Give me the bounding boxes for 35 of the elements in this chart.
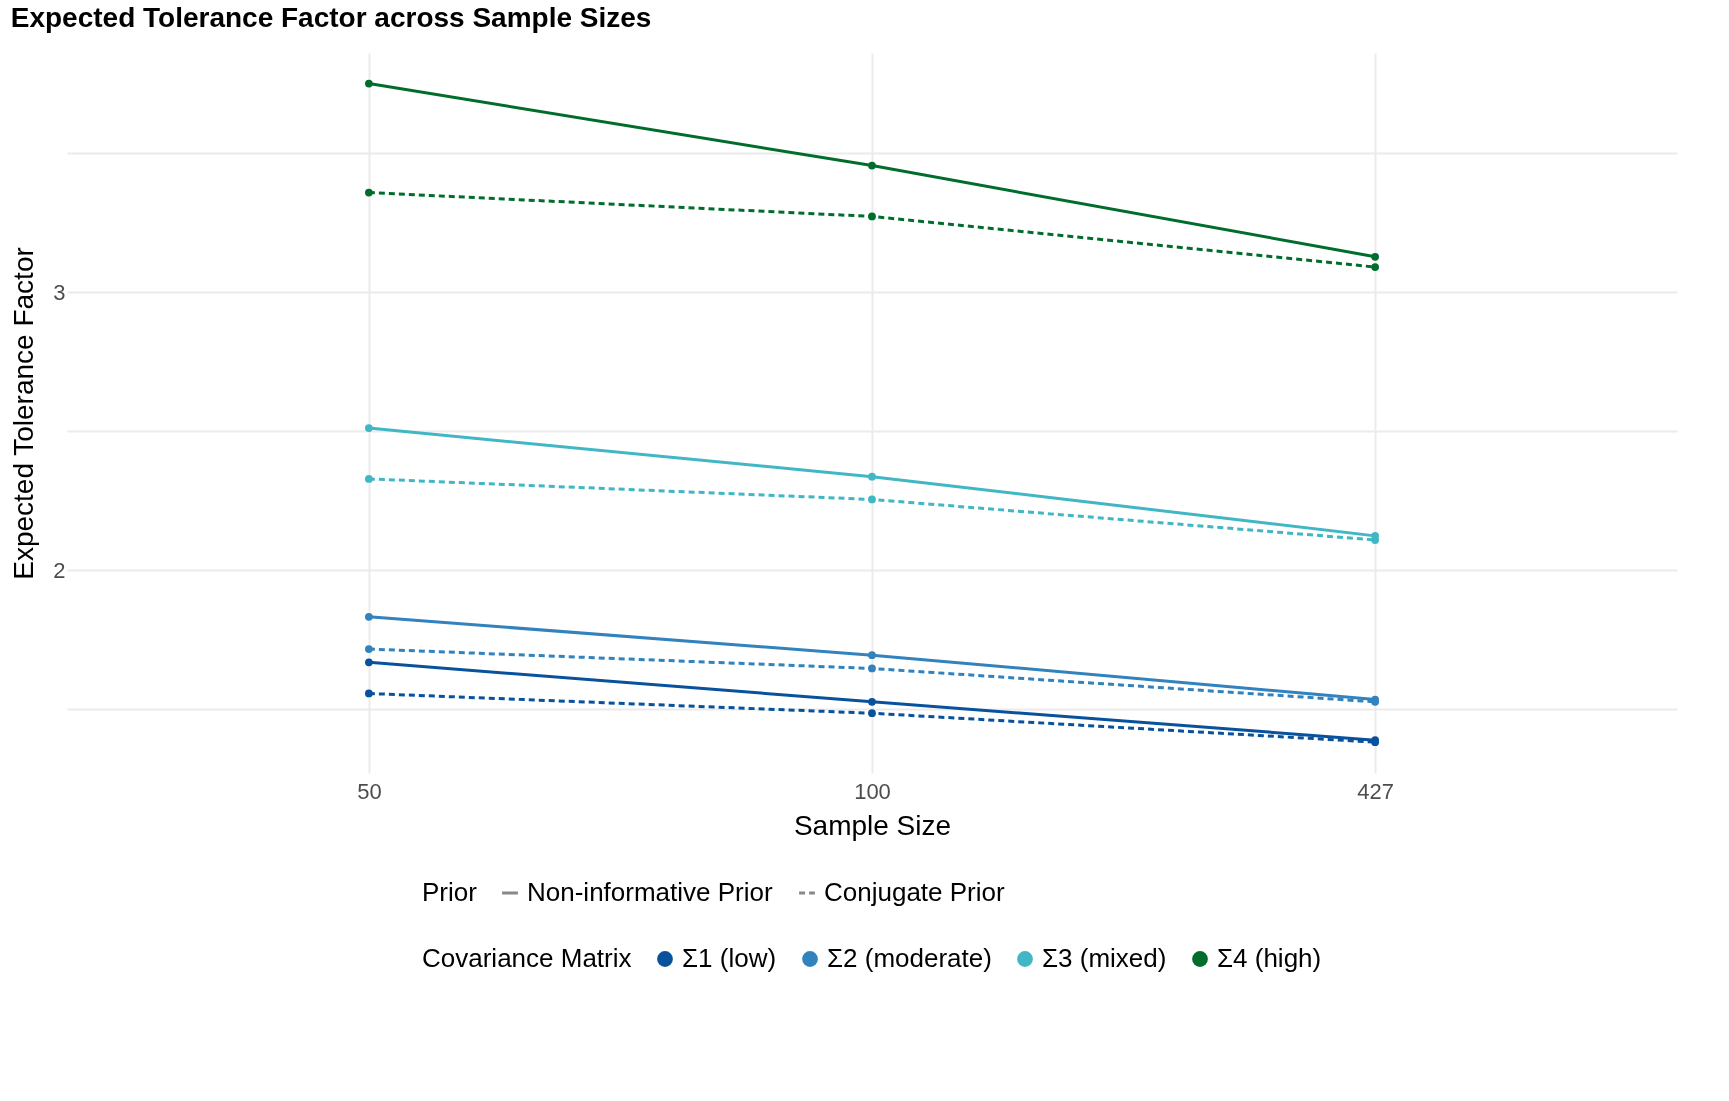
point — [365, 79, 373, 88]
legend-label: Σ1 (low) — [682, 943, 777, 973]
x-tick-label: 50 — [357, 778, 382, 804]
point — [868, 472, 876, 481]
point — [868, 697, 876, 706]
point — [365, 645, 373, 653]
legend-label: Σ4 (high) — [1217, 943, 1322, 973]
legend-label: Σ3 (mixed) — [1042, 943, 1167, 973]
text: Conjugate Prior — [824, 877, 1005, 907]
point — [365, 424, 373, 432]
point — [1371, 536, 1379, 544]
point — [868, 161, 876, 170]
x-axis-title: Sample Size — [793, 809, 952, 841]
point — [868, 664, 876, 673]
point — [868, 495, 876, 504]
point — [1371, 252, 1379, 261]
point — [1371, 263, 1379, 271]
text: Prior — [422, 877, 478, 907]
point — [365, 658, 373, 667]
x-tick-label: 427 — [1357, 778, 1394, 804]
point — [868, 212, 876, 221]
point — [365, 188, 373, 197]
point — [365, 475, 373, 483]
x-tick-label: 100 — [854, 778, 891, 804]
legend-title: Covariance Matrix — [422, 943, 632, 973]
legend-label: Σ2 (moderate) — [827, 943, 992, 973]
y-tick-label: 2 — [53, 557, 66, 583]
point — [868, 651, 876, 659]
point — [365, 689, 373, 698]
y-axis-title: Expected Tolerance Factor — [8, 247, 40, 580]
y-tick-label: 3 — [53, 279, 66, 305]
text: Non-informative Prior — [527, 877, 773, 907]
point — [868, 709, 876, 718]
chart-title: Expected Tolerance Factor across Sample Sizes — [10, 2, 652, 33]
point — [365, 612, 373, 621]
